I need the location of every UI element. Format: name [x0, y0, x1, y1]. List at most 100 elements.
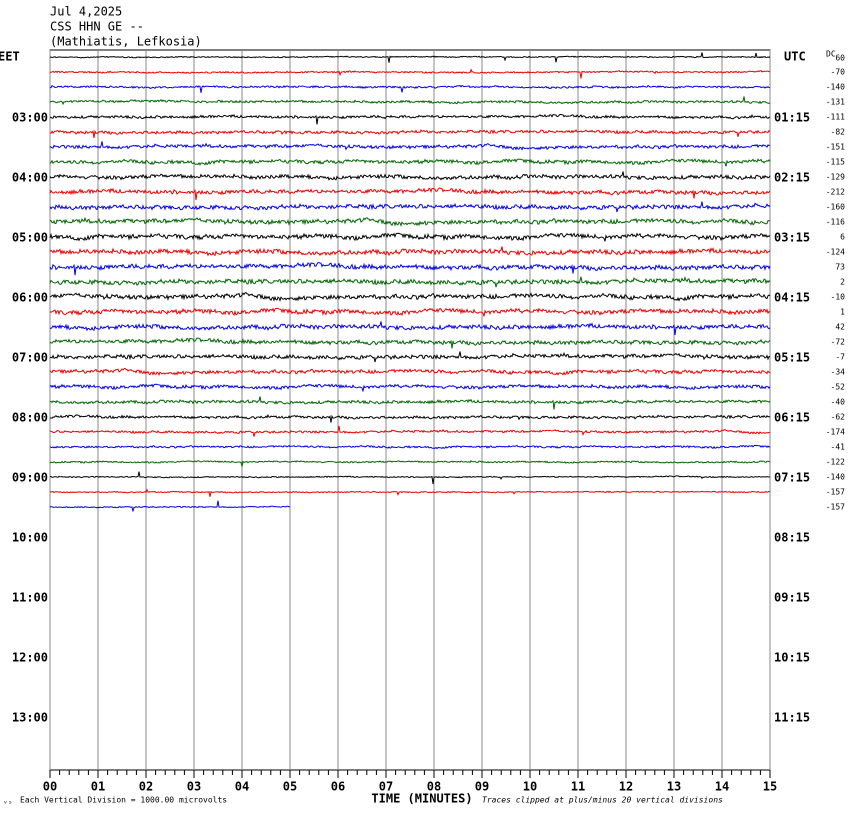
trace [49, 246, 771, 257]
trace [49, 52, 771, 63]
trace [49, 216, 771, 227]
right-tick-label: 09:15 [774, 591, 810, 605]
trace [49, 261, 771, 276]
left-tick-label: 04:00 [12, 171, 48, 185]
dc-offset: -72 [831, 338, 846, 347]
trace [49, 444, 771, 450]
trace [49, 414, 771, 423]
dc-offset: -34 [831, 368, 846, 377]
right-tick-label: 05:15 [774, 351, 810, 365]
dc-offset: -82 [831, 128, 846, 137]
left-tick-label: 12:00 [12, 651, 48, 665]
trace [49, 337, 771, 349]
dc-offset: -7 [835, 353, 845, 362]
x-tick-label: 12 [619, 780, 633, 794]
dc-offset: -124 [826, 248, 845, 257]
left-tick-label: 05:00 [12, 231, 48, 245]
x-tick-label: 15 [763, 780, 777, 794]
right-tick-label: 10:15 [774, 651, 810, 665]
trace [49, 158, 771, 167]
trace [49, 129, 771, 138]
dc-offset: -111 [826, 113, 845, 122]
location: (Mathiatis, Lefkosia) [50, 35, 202, 49]
dc-offset: -174 [826, 428, 845, 437]
right-tick-label: 07:15 [774, 471, 810, 485]
trace [49, 187, 771, 201]
trace [49, 500, 291, 512]
dc-offset: -41 [831, 443, 846, 452]
dc-offset: -131 [826, 98, 845, 107]
dc-offset: -157 [826, 488, 845, 497]
x-tick-label: 01 [91, 780, 105, 794]
trace [49, 96, 771, 106]
trace [49, 276, 771, 288]
x-tick-label: 13 [667, 780, 681, 794]
right-tick-label: 04:15 [774, 291, 810, 305]
dc-offset: 6 [840, 233, 845, 242]
x-tick-label: 03 [187, 780, 201, 794]
trace [49, 113, 771, 125]
trace [49, 425, 770, 437]
station: CSS HHN GE -- [50, 20, 144, 34]
x-tick-label: 00 [43, 780, 57, 794]
left-tick-label: 03:00 [12, 111, 48, 125]
dc-offset: 42 [835, 323, 845, 332]
x-tick-label: 04 [235, 780, 249, 794]
x-tick-label: 10 [523, 780, 537, 794]
right-axis-label: UTC [784, 50, 806, 64]
scale-note: Each Vertical Division = 1000.00 microvo… [20, 796, 227, 805]
dc-offset: 2 [840, 278, 845, 287]
trace [49, 321, 771, 336]
right-tick-label: 11:15 [774, 711, 810, 725]
trace [49, 351, 771, 363]
dc-offset: 73 [835, 263, 845, 272]
trace [49, 488, 771, 497]
trace [49, 460, 771, 467]
dc-offset: -160 [826, 203, 845, 212]
dc-offset: -52 [831, 383, 846, 392]
trace [49, 367, 771, 377]
dc-offset: -115 [826, 158, 845, 167]
trace [49, 84, 771, 93]
trace [49, 383, 771, 392]
trace [49, 307, 771, 317]
x-tick-label: 11 [571, 780, 585, 794]
clip-note: Traces clipped at plus/minus 20 vertical… [482, 796, 723, 805]
dc-label: DC [826, 50, 836, 59]
dc-offset: -10 [831, 293, 846, 302]
dc-offset: -140 [826, 473, 845, 482]
right-tick-label: 01:15 [774, 111, 810, 125]
right-tick-label: 03:15 [774, 231, 810, 245]
dc-offset: -122 [826, 458, 845, 467]
trace [49, 141, 771, 151]
left-tick-label: 07:00 [12, 351, 48, 365]
right-tick-label: 06:15 [774, 411, 810, 425]
dc-offset: -70 [831, 68, 846, 77]
dc-offset: -116 [826, 218, 845, 227]
left-tick-label: 09:00 [12, 471, 48, 485]
trace [49, 171, 771, 181]
x-tick-label: 06 [331, 780, 345, 794]
right-tick-label: 02:15 [774, 171, 810, 185]
x-axis-label: TIME (MINUTES) [371, 792, 472, 806]
x-tick-label: 14 [715, 780, 729, 794]
trace [49, 232, 771, 242]
trace [49, 292, 771, 303]
dc-offset: -151 [826, 143, 845, 152]
x-tick-label: 02 [139, 780, 153, 794]
right-tick-label: 08:15 [774, 531, 810, 545]
dc-offset: -40 [831, 398, 846, 407]
left-tick-label: 13:00 [12, 711, 48, 725]
left-axis-label: EET [0, 50, 20, 64]
trace [49, 201, 771, 213]
dc-offset: -140 [826, 83, 845, 92]
dc-offset: 60 [835, 54, 845, 63]
date: Jul 4,2025 [50, 5, 122, 19]
dc-offset: -157 [826, 503, 845, 512]
left-tick-label: 08:00 [12, 411, 48, 425]
dc-offset: -62 [831, 413, 846, 422]
left-tick-label: 10:00 [12, 531, 48, 545]
trace [49, 396, 771, 410]
